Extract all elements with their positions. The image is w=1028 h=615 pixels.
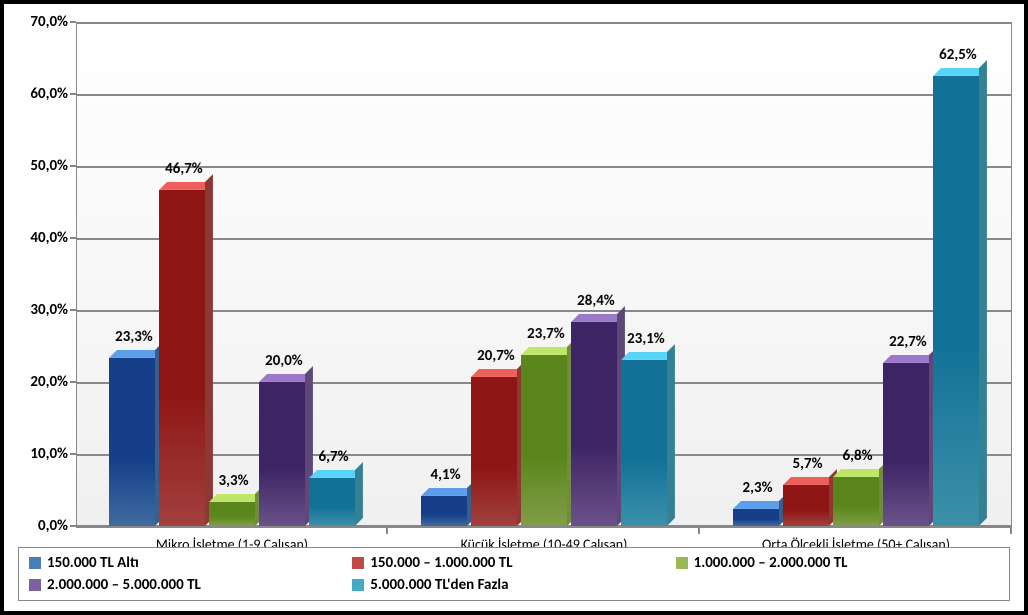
- chart-container: 0,0%10,0%20,0%30,0%40,0%50,0%60,0%70,0% …: [0, 0, 1028, 615]
- bar-wrapper: 5,7%: [783, 22, 829, 526]
- legend-swatch: [29, 557, 41, 569]
- bar-front: [521, 355, 567, 526]
- bar-side: [355, 462, 363, 526]
- bar-front: [471, 377, 517, 526]
- bar-wrapper: 2,3%: [733, 22, 779, 526]
- group-tick: [698, 526, 700, 534]
- legend-label: 150.000 TL Altı: [47, 554, 139, 572]
- y-axis-label: 30,0%: [30, 301, 68, 319]
- legend-swatch: [352, 579, 364, 591]
- bar: 46,7%: [159, 190, 205, 526]
- bar-front: [159, 190, 205, 526]
- bar: 28,4%: [571, 322, 617, 526]
- y-axis-label: 10,0%: [30, 445, 68, 463]
- bar-front: [933, 76, 979, 526]
- legend-swatch: [352, 557, 364, 569]
- bar: 23,1%: [621, 360, 667, 526]
- legend-item: 5.000.000 TL'den Fazla: [352, 574, 675, 596]
- bar: 6,7%: [309, 478, 355, 526]
- bar-group: 2,3%5,7%6,8%22,7%62,5%Orta Ölçekli İşlet…: [700, 22, 1012, 526]
- gridline: [76, 526, 1012, 528]
- bar-wrapper: 20,0%: [259, 22, 305, 526]
- bar: 4,1%: [421, 496, 467, 526]
- bar-wrapper: 23,1%: [621, 22, 667, 526]
- bar-value-label: 20,0%: [265, 352, 303, 370]
- bar: 3,3%: [209, 502, 255, 526]
- y-axis-label: 60,0%: [30, 85, 68, 103]
- bar-front: [883, 363, 929, 526]
- bar: 62,5%: [933, 76, 979, 526]
- bar-side: [979, 60, 987, 526]
- bar-value-label: 20,7%: [477, 347, 515, 365]
- bar-front: [309, 478, 355, 526]
- bar: 22,7%: [883, 363, 929, 526]
- bar-value-label: 62,5%: [939, 46, 977, 64]
- bar: 20,7%: [471, 377, 517, 526]
- y-axis-label: 20,0%: [30, 373, 68, 391]
- bar-front: [733, 509, 779, 526]
- bar-wrapper: 22,7%: [883, 22, 929, 526]
- bar-value-label: 2,3%: [742, 479, 772, 497]
- bar-group: 4,1%20,7%23,7%28,4%23,1%Küçük İşletme (1…: [388, 22, 700, 526]
- y-axis-label: 50,0%: [30, 157, 68, 175]
- bar-value-label: 28,4%: [577, 292, 615, 310]
- bar-wrapper: 6,8%: [833, 22, 879, 526]
- bar: 23,7%: [521, 355, 567, 526]
- bar: 5,7%: [783, 485, 829, 526]
- legend-label: 1.000.000 – 2.000.000 TL: [694, 554, 848, 572]
- bar: 2,3%: [733, 509, 779, 526]
- bar-value-label: 3,3%: [218, 472, 248, 490]
- bar-wrapper: 62,5%: [933, 22, 979, 526]
- legend: 150.000 TL Altı 150.000 – 1.000.000 TL 1.0…: [18, 547, 1010, 601]
- y-axis-label: 70,0%: [30, 13, 68, 31]
- bar-front: [621, 360, 667, 526]
- legend-item: 150.000 – 1.000.000 TL: [352, 552, 675, 574]
- bar-value-label: 6,7%: [318, 448, 348, 466]
- legend-label: 150.000 – 1.000.000 TL: [370, 554, 512, 572]
- bar-value-label: 4,1%: [430, 466, 460, 484]
- bar-wrapper: 4,1%: [421, 22, 467, 526]
- bar-wrapper: 3,3%: [209, 22, 255, 526]
- legend-label: 2.000.000 – 5.000.000 TL: [47, 576, 201, 594]
- bar-value-label: 23,3%: [115, 328, 153, 346]
- bar-groups: 23,3%46,7%3,3%20,0%6,7%Mikro İşletme (1-…: [76, 22, 1012, 526]
- bar-front: [259, 382, 305, 526]
- bar-front: [421, 496, 467, 526]
- y-axis-label: 40,0%: [30, 229, 68, 247]
- group-tick: [1010, 526, 1012, 534]
- group-tick: [386, 526, 388, 534]
- bar-value-label: 23,1%: [627, 330, 665, 348]
- bar-group: 23,3%46,7%3,3%20,0%6,7%Mikro İşletme (1-…: [76, 22, 388, 526]
- legend-label: 5.000.000 TL'den Fazla: [370, 576, 508, 594]
- bar-value-label: 5,7%: [792, 455, 822, 473]
- bar-wrapper: 28,4%: [571, 22, 617, 526]
- legend-item: 1.000.000 – 2.000.000 TL: [676, 552, 999, 574]
- bar-front: [571, 322, 617, 526]
- bar-side: [667, 344, 675, 526]
- bar-front: [783, 485, 829, 526]
- y-axis-label: 0,0%: [38, 517, 68, 535]
- bar-value-label: 6,8%: [842, 447, 872, 465]
- bar-wrapper: 20,7%: [471, 22, 517, 526]
- bar: 23,3%: [109, 358, 155, 526]
- bar-value-label: 22,7%: [889, 333, 927, 351]
- bar: 6,8%: [833, 477, 879, 526]
- legend-item: 2.000.000 – 5.000.000 TL: [29, 574, 352, 596]
- legend-swatch: [29, 579, 41, 591]
- bar-front: [109, 358, 155, 526]
- bar-value-label: 46,7%: [165, 160, 203, 178]
- plot-area: 0,0%10,0%20,0%30,0%40,0%50,0%60,0%70,0% …: [76, 22, 1012, 526]
- bar-front: [833, 477, 879, 526]
- bar-front: [209, 502, 255, 526]
- legend-swatch: [676, 557, 688, 569]
- bar-wrapper: 6,7%: [309, 22, 355, 526]
- legend-item: 150.000 TL Altı: [29, 552, 352, 574]
- bar-wrapper: 23,7%: [521, 22, 567, 526]
- bar-wrapper: 23,3%: [109, 22, 155, 526]
- bar: 20,0%: [259, 382, 305, 526]
- bar-value-label: 23,7%: [527, 325, 565, 343]
- bar-wrapper: 46,7%: [159, 22, 205, 526]
